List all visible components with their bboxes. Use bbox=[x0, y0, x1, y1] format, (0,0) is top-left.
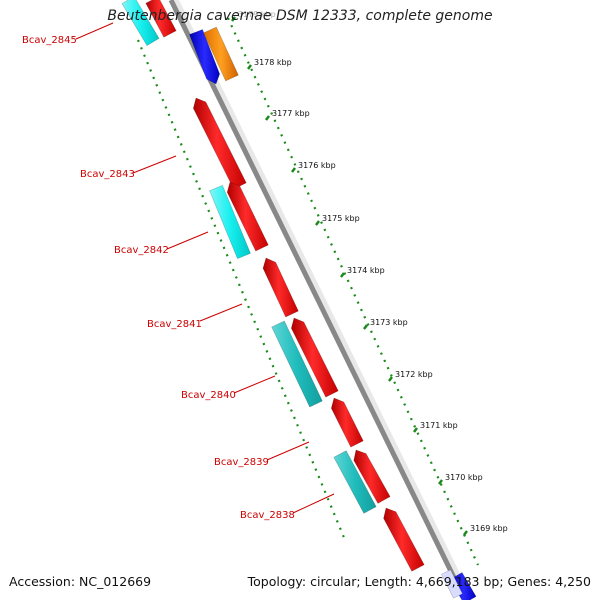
gene-teal-2838 bbox=[333, 450, 377, 514]
gene-red-top bbox=[145, 0, 177, 38]
kbp-tick-label: 3173 kbp bbox=[370, 318, 408, 327]
kbp-tick-mark bbox=[247, 64, 252, 70]
kbp-tick-label: 3178 kbp bbox=[254, 58, 292, 67]
kbp-tick-label: 3179 kbp bbox=[238, 10, 276, 19]
gene-cyan-2842 bbox=[209, 184, 251, 260]
gene-leader-line bbox=[132, 155, 177, 174]
gene-red-2841 bbox=[262, 257, 299, 318]
kbp-tick-mark bbox=[315, 220, 320, 226]
kbp-tick-mark bbox=[388, 376, 393, 382]
gene-label: Bcav_2840 bbox=[181, 390, 236, 401]
gene-label: Bcav_2842 bbox=[114, 245, 169, 256]
gene-leader-line bbox=[292, 493, 335, 514]
gene-leader-line bbox=[75, 22, 114, 40]
gene-label: Bcav_2839 bbox=[214, 457, 269, 468]
kbp-tick-mark bbox=[291, 167, 296, 173]
kbp-tick-mark bbox=[413, 427, 418, 433]
gene-orange-top bbox=[203, 26, 239, 82]
gene-label: Bcav_2843 bbox=[80, 169, 135, 180]
genome-summary-text: Topology: circular; Length: 4,669,183 bp… bbox=[247, 574, 591, 589]
gene-leader-line bbox=[266, 441, 310, 461]
gene-leader-line bbox=[166, 231, 209, 250]
accession-text: Accession: NC_012669 bbox=[9, 574, 152, 589]
gene-label: Bcav_2841 bbox=[147, 319, 202, 330]
backbone-shadow bbox=[169, 0, 473, 600]
kbp-tick-label: 3174 kbp bbox=[347, 266, 385, 275]
gene-label: Bcav_2845 bbox=[22, 35, 77, 46]
kbp-tick-label: 3171 kbp bbox=[420, 421, 458, 430]
kbp-tick-label: 3170 kbp bbox=[445, 473, 483, 482]
kbp-tick-label: 3176 kbp bbox=[298, 161, 336, 170]
gene-red-b bbox=[353, 449, 391, 504]
kbp-tick-mark bbox=[265, 115, 270, 121]
gene-teal-2840 bbox=[271, 320, 323, 408]
kbp-tick-mark bbox=[463, 530, 468, 536]
gene-blue-top bbox=[189, 29, 220, 85]
backbone-line bbox=[168, 0, 468, 600]
gene-red-2839 bbox=[330, 397, 364, 448]
gene-red-2843 bbox=[192, 97, 247, 190]
kbp-tick-mark bbox=[438, 479, 443, 485]
gene-leader-line bbox=[199, 303, 243, 322]
gene-red-2838 bbox=[383, 507, 425, 572]
kbp-tick-mark bbox=[340, 272, 345, 278]
gene-cyan-top bbox=[121, 0, 160, 46]
genome-title: Beutenbergia cavernae DSM 12333, complet… bbox=[107, 8, 493, 24]
gene-leader-line bbox=[233, 375, 276, 394]
gene-red-a bbox=[226, 181, 269, 252]
gene-red-2840 bbox=[290, 317, 339, 398]
kbp-tick-mark bbox=[231, 16, 236, 22]
kbp-tick-label: 3172 kbp bbox=[395, 370, 433, 379]
kbp-tick-label: 3169 kbp bbox=[470, 524, 508, 533]
gene-pale-bottom bbox=[441, 569, 463, 599]
gene-label: Bcav_2838 bbox=[240, 510, 295, 521]
kbp-tick-label: 3175 kbp bbox=[322, 214, 360, 223]
kbp-tick-label: 3177 kbp bbox=[272, 109, 310, 118]
kbp-tick-mark bbox=[363, 324, 368, 330]
gene-blue-bottom bbox=[449, 572, 477, 600]
